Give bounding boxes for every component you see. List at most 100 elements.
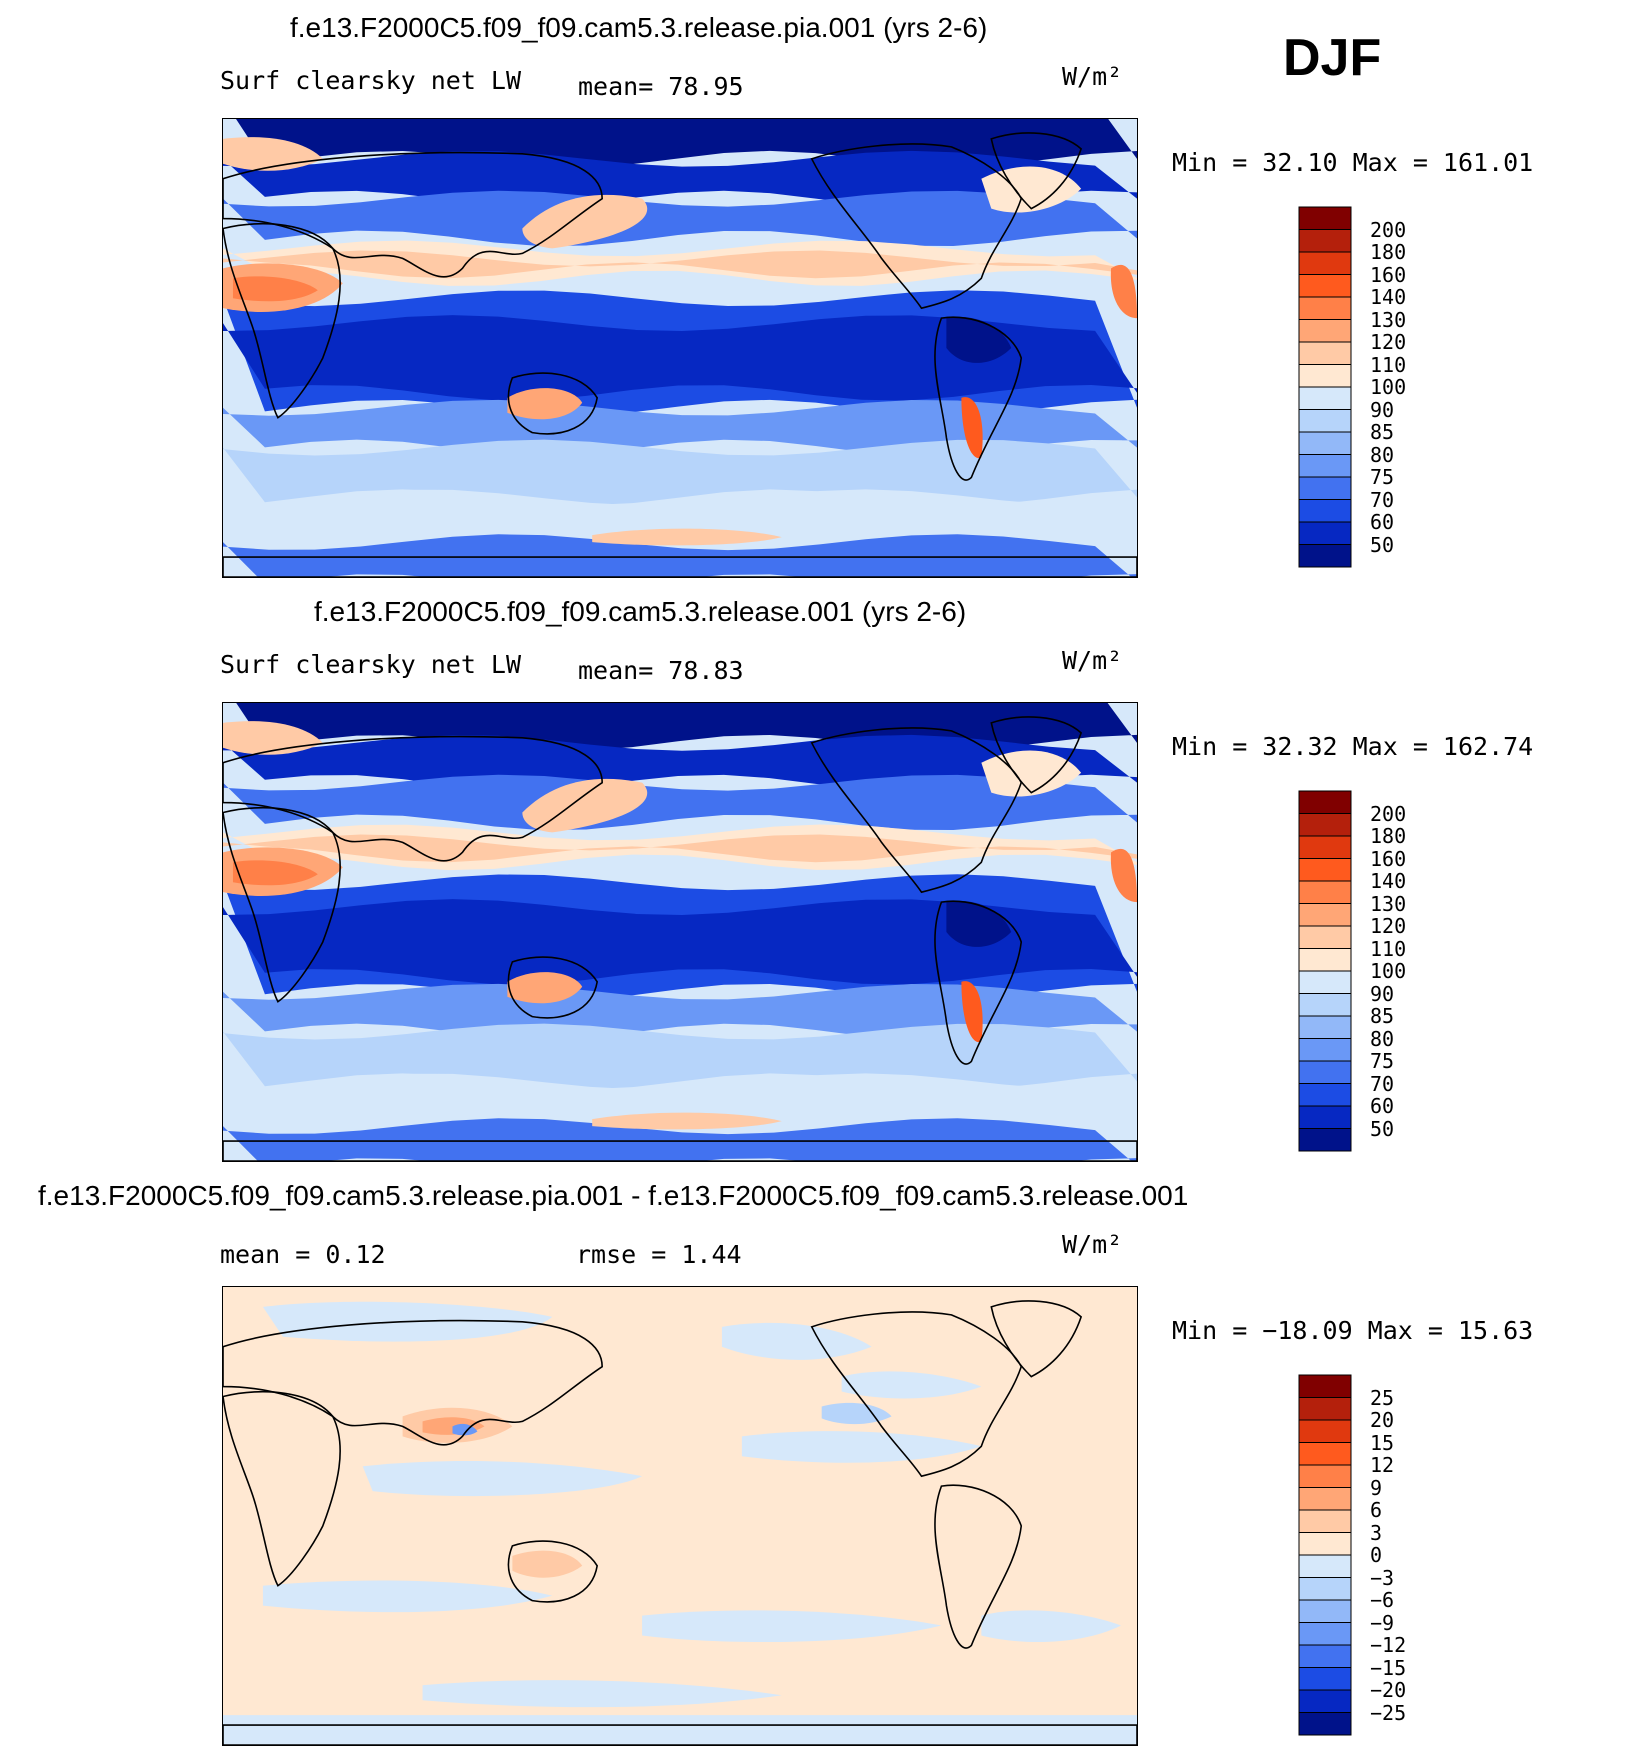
panel2-mean: mean= 78.83	[578, 656, 744, 685]
contour-region	[841, 1371, 982, 1399]
panel3-rmse: rmse = 1.44	[576, 1240, 742, 1269]
panel1-colorbar-box	[1298, 364, 1352, 388]
coastline	[223, 806, 341, 1003]
contour-region	[507, 388, 583, 420]
contour-band	[223, 1023, 1137, 1090]
panel1-colorbar-box	[1298, 431, 1352, 455]
panel3-colorbar-box	[1298, 1509, 1352, 1533]
panel1-colorbar	[1298, 206, 1352, 568]
panel2-colorbar-tick: 75	[1370, 1049, 1395, 1073]
contour-band	[223, 534, 1137, 577]
panel2-colorbar-tick: 110	[1370, 936, 1407, 961]
panel3-colorbar-tick: 25	[1370, 1385, 1395, 1410]
panel3-colorbar-tick: 0	[1370, 1543, 1383, 1567]
panel1-map	[222, 118, 1138, 578]
coastline	[507, 372, 599, 435]
panel1-colorbar-box	[1298, 341, 1352, 365]
contour-region	[422, 1680, 782, 1708]
panel2-colorbar-box	[1298, 948, 1352, 972]
panel2-colorbar-box	[1298, 835, 1352, 859]
panel2-colorbar-tick: 180	[1370, 824, 1407, 848]
panel3-colorbar-tick: −3	[1370, 1565, 1395, 1590]
panel1-colorbar-box	[1298, 229, 1352, 253]
contour-region	[821, 1402, 892, 1425]
panel3-map	[222, 1286, 1138, 1746]
contour-region	[592, 528, 782, 546]
contour-region	[741, 1431, 982, 1463]
contour-region	[592, 1112, 782, 1130]
contour-band	[223, 399, 1137, 456]
panel1-mean: mean= 78.95	[578, 72, 744, 101]
contour-band	[223, 774, 1137, 831]
panel3-colorbar-tick: −15	[1370, 1655, 1407, 1680]
coastline	[223, 1140, 1137, 1161]
panel3-colorbar-box	[1298, 1577, 1352, 1601]
coastline	[934, 316, 1023, 481]
panel2-colorbar-tick: 60	[1370, 1094, 1395, 1118]
panel2-colorbar-tick: 130	[1370, 891, 1407, 916]
panel1-colorbar-tick: 120	[1370, 330, 1407, 354]
contour-region	[512, 1550, 583, 1578]
contour-band	[223, 834, 1137, 863]
panel1-colorbar-tick: 90	[1370, 397, 1395, 422]
panel2-colorbar-box	[1298, 1060, 1352, 1084]
panel1-colorbar-box	[1298, 251, 1352, 275]
panel1-colorbar-tick: 80	[1370, 442, 1395, 467]
coastline	[507, 956, 599, 1019]
panel2-colorbar-tick: 50	[1370, 1116, 1395, 1141]
coastline	[990, 1300, 1083, 1378]
coastline	[934, 900, 1023, 1065]
coastline	[810, 727, 1023, 894]
contour-region	[262, 1580, 553, 1613]
panel3-units: W/m²	[1062, 1230, 1123, 1259]
contour-region	[223, 1715, 1137, 1745]
panel1-colorbar-box	[1298, 386, 1352, 410]
contour-region	[362, 1461, 643, 1497]
contour-band	[223, 983, 1137, 1040]
panel1-colorbar-box	[1298, 454, 1352, 478]
panel1-colorbar-tick: 85	[1370, 420, 1395, 444]
panel2-colorbar-box	[1298, 790, 1352, 814]
panel3-colorbar-box	[1298, 1532, 1352, 1556]
panel1-colorbar-tick: 130	[1370, 307, 1407, 332]
contour-region	[1110, 848, 1137, 903]
coastline	[223, 222, 341, 419]
panel3-colorbar-tick: −9	[1370, 1610, 1395, 1635]
panel1-variable-label: Surf clearsky net LW	[220, 66, 522, 95]
panel2-map	[222, 702, 1138, 1162]
contour-band	[223, 899, 1137, 985]
panel1-colorbar-tick: 140	[1370, 285, 1407, 309]
panel1-colorbar-tick: 75	[1370, 465, 1395, 489]
contour-band	[223, 190, 1137, 247]
contour-region	[721, 1322, 872, 1360]
season-label: DJF	[1283, 29, 1382, 87]
contour-region	[642, 1610, 942, 1643]
panel1-colorbar-tick: 100	[1370, 375, 1407, 399]
panel3-colorbar-tick: 6	[1370, 1498, 1383, 1522]
panel2-colorbar-box	[1298, 925, 1352, 949]
panel3-colorbar-tick: −12	[1370, 1633, 1407, 1657]
panel2-colorbar-tick: 80	[1370, 1026, 1395, 1051]
panel3-colorbar-box	[1298, 1487, 1352, 1511]
panel1-colorbar-tick: 180	[1370, 240, 1407, 264]
panel1-colorbar-tick: 200	[1370, 217, 1407, 242]
coastline	[223, 1319, 603, 1446]
panel2-colorbar-box	[1298, 858, 1352, 882]
panel2-units: W/m²	[1062, 646, 1123, 675]
panel3-colorbar-box	[1298, 1419, 1352, 1443]
panel2-colorbar-box	[1298, 970, 1352, 994]
panel2-colorbar-tick: 120	[1370, 914, 1407, 938]
panel1-units: W/m²	[1062, 62, 1123, 91]
panel3-colorbar-tick: 12	[1370, 1453, 1395, 1477]
panel2-colorbar-tick: 70	[1370, 1071, 1395, 1096]
panel3-title: f.e13.F2000C5.f09_f09.cam5.3.release.pia…	[38, 1180, 1189, 1211]
panel1-colorbar-tick: 160	[1370, 262, 1407, 287]
contour-region	[961, 981, 983, 1043]
panel1-colorbar-tick: 60	[1370, 510, 1395, 534]
panel3-colorbar-box	[1298, 1374, 1352, 1398]
panel3-colorbar-tick: 15	[1370, 1430, 1395, 1455]
panel2-colorbar-tick: 160	[1370, 846, 1407, 871]
panel1-colorbar-box	[1298, 319, 1352, 343]
coastline	[223, 556, 1137, 577]
panel1-colorbar-tick: 50	[1370, 532, 1395, 557]
